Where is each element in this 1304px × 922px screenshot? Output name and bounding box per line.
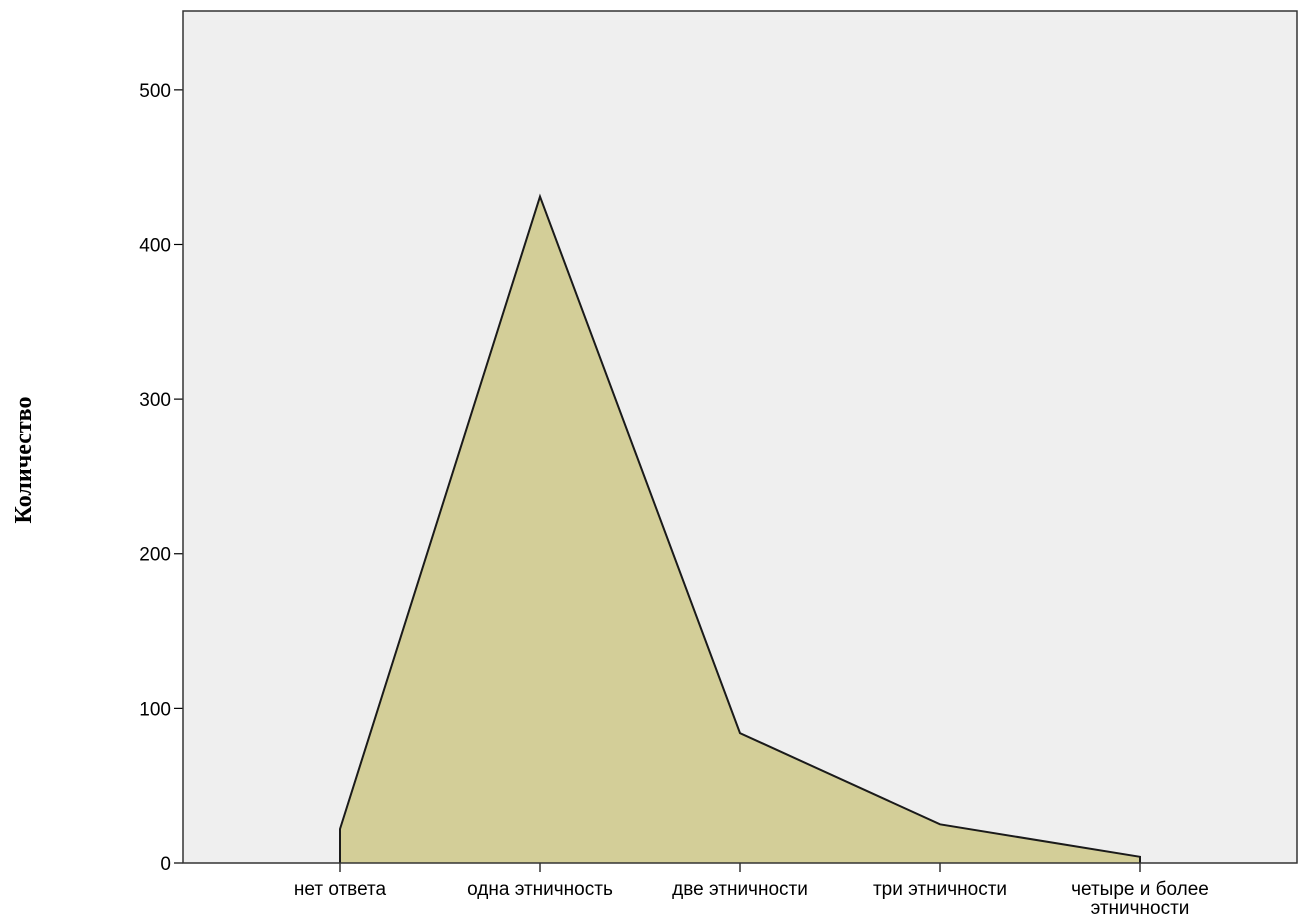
y-tick-label: 200 (139, 545, 171, 566)
x-tick-label: три этничности (873, 879, 1007, 900)
plot-frame (182, 10, 1298, 864)
x-tick-label: две этничности (672, 879, 808, 900)
y-tick-label: 0 (160, 854, 171, 875)
area-fill (340, 196, 1140, 864)
series-area (339, 193, 1141, 864)
area-outline (339, 193, 1141, 863)
y-tick-label: 100 (139, 699, 171, 720)
plot-background (183, 11, 1297, 863)
y-tick-label: 300 (139, 390, 171, 411)
y-tick-label: 400 (139, 235, 171, 256)
y-tick-label: 500 (139, 81, 171, 102)
y-axis: 0 100 200 300 400 500 (139, 81, 183, 875)
x-tick-label: четыре и более (1071, 879, 1209, 900)
x-tick-label: одна этничность (467, 879, 613, 900)
x-axis: нет ответа одна этничность две этничности т… (294, 863, 1209, 919)
y-axis-label: Количество (11, 397, 37, 524)
x-tick-label: нет ответа (294, 879, 387, 900)
x-tick-label: этничности (1091, 898, 1190, 919)
